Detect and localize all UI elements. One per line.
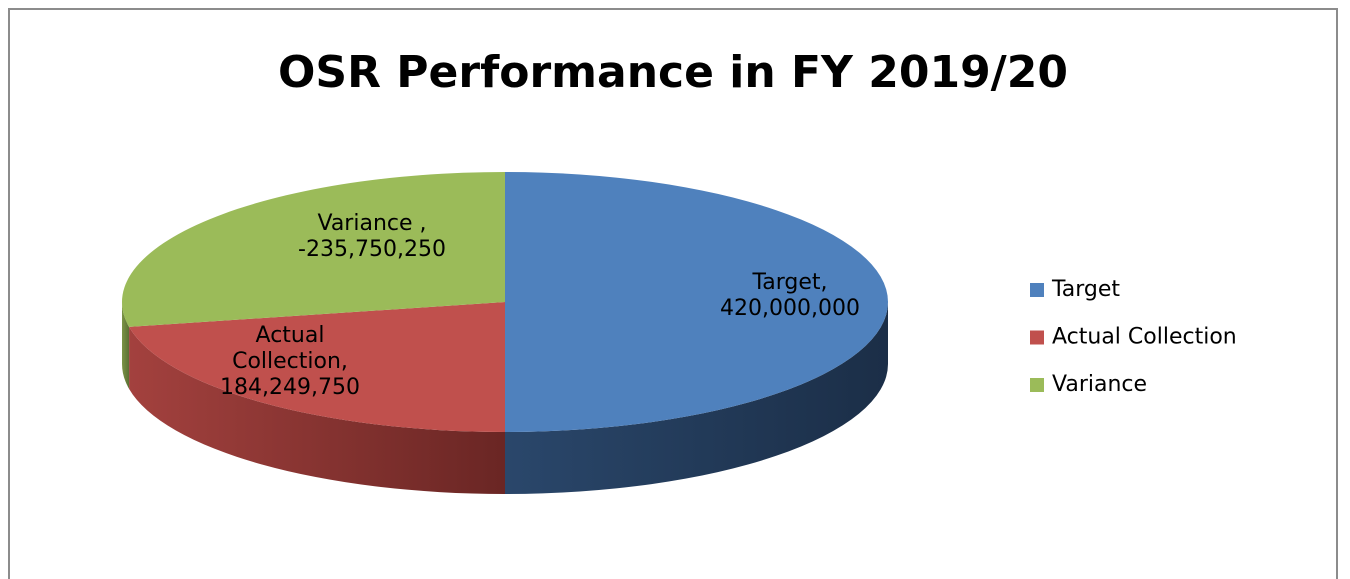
slice-side (122, 302, 130, 389)
slice-side (129, 326, 505, 494)
data-label: Variance , -235,750,250 (298, 211, 446, 262)
slice (505, 172, 888, 432)
legend-swatch (1030, 283, 1044, 297)
chart-frame (8, 8, 1338, 579)
data-label: Target, 420,000,000 (720, 270, 860, 321)
legend-label: Target (1051, 277, 1120, 302)
chart-title: OSR Performance in FY 2019/20 (278, 47, 1068, 98)
slice (122, 172, 506, 327)
legend-swatch (1030, 378, 1044, 392)
legend-label: Actual Collection (1052, 325, 1237, 350)
legend-label: Variance (1052, 372, 1147, 397)
slice-side (505, 302, 888, 494)
legend-swatch (1030, 330, 1044, 345)
data-label: Actual Collection, 184,249,750 (220, 323, 360, 400)
slice (129, 302, 505, 433)
